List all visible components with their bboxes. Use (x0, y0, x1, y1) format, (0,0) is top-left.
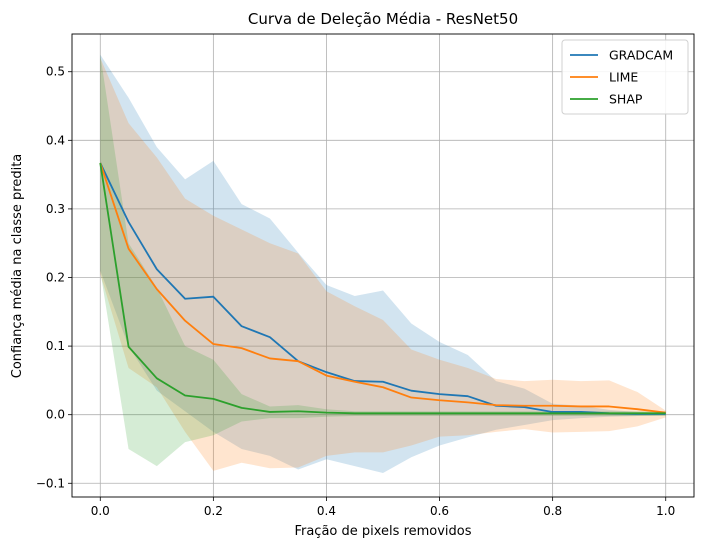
line-gradcam (99, 162, 666, 415)
line-lime (99, 162, 666, 414)
legend-label-shap: SHAP (609, 92, 643, 107)
x-axis-label: Fração de pixels removidos (294, 524, 471, 539)
confidence-bands (100, 54, 666, 473)
plot-frame (71, 33, 695, 498)
y-tick-label: 0.3 (46, 202, 65, 216)
y-tick-label: −0.1 (36, 476, 65, 490)
y-tick-label: 0.1 (46, 339, 65, 353)
y-tick-label: 0.5 (46, 65, 65, 79)
band-gradcam (100, 54, 666, 473)
line-shap (99, 162, 666, 415)
x-tick-label: 0.6 (430, 504, 449, 518)
x-tick-label: 0.8 (543, 504, 562, 518)
y-tick-label: 0.4 (46, 133, 65, 147)
x-tick-label: 0.4 (317, 504, 336, 518)
chart-title: Curva de Deleção Média - ResNet50 (248, 10, 518, 28)
legend-label-gradcam: GRADCAM (609, 48, 673, 63)
x-tick-label: 1.0 (656, 504, 675, 518)
x-tick-label: 0.2 (204, 504, 223, 518)
band-shap (100, 54, 666, 467)
x-tick-label: 0.0 (91, 504, 110, 518)
legend: GRADCAM LIME SHAP (561, 39, 689, 115)
series-lines (99, 162, 666, 415)
y-tick-label: 0.0 (46, 408, 65, 422)
legend-label-lime: LIME (609, 70, 638, 85)
band-lime (100, 58, 666, 471)
axis-ticks: 0.0 0.2 0.4 0.6 0.8 1.0 −0.1 0.0 0.1 0.2 0.3 0.4 0.5 (36, 65, 675, 518)
legend-box (561, 39, 689, 115)
y-axis-label: Confiança média na classe predita (10, 154, 25, 379)
y-tick-label: 0.2 (46, 271, 65, 285)
